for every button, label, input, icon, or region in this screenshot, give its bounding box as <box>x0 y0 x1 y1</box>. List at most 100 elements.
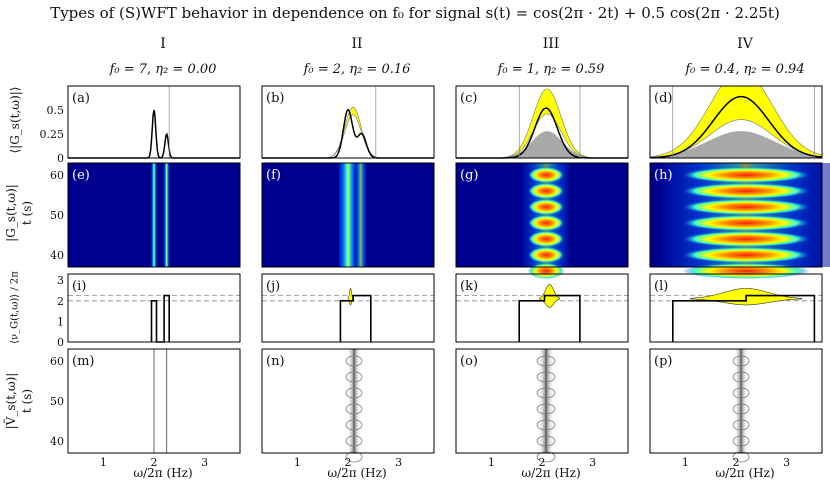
row2-frame-col3 <box>455 162 629 268</box>
row4-wave-col4-1 <box>732 371 750 383</box>
heatmap-blob-col3-0 <box>528 167 565 183</box>
panel-label-e: (e) <box>72 168 90 183</box>
row4-wave-col2-6 <box>345 451 363 463</box>
heatmap-blob-col4-0 <box>682 167 811 183</box>
xlabel-col2: ω/2π (Hz) <box>327 466 387 480</box>
panel-label-h: (h) <box>654 168 673 183</box>
xtick-col4-0: 1 <box>682 456 689 469</box>
column-params-ii: f₀ = 2, η₂ = 0.16 <box>303 62 411 77</box>
row4-band-col3 <box>538 349 555 453</box>
xlabel-col4: ω/2π (Hz) <box>715 466 775 480</box>
row1-yellow-band-col3 <box>456 88 628 159</box>
heatmap-blob-col3-5 <box>528 247 565 263</box>
panel-label-f: (f) <box>266 168 281 183</box>
row3-step-col2 <box>339 294 372 342</box>
row4-wave-col4-0 <box>732 355 750 367</box>
row3-ytick-0: 3 <box>57 274 64 287</box>
heatmap-blob-col4-5 <box>682 247 811 263</box>
xtick-col2-2: 3 <box>395 456 402 469</box>
row1-ytick-2: 0 <box>57 152 64 165</box>
panel-label-p: (p) <box>654 354 672 369</box>
heatmap-blob-col4-1 <box>682 183 811 199</box>
xtick-col2-0: 1 <box>294 456 301 469</box>
panel-label-a: (a) <box>72 91 90 106</box>
row4-wave-col3-5 <box>536 435 556 447</box>
row4-wave-col2-1 <box>345 371 363 383</box>
row4-wave-col4-5 <box>732 435 750 447</box>
panel-label-o: (o) <box>460 354 478 369</box>
row1-frame-col1 <box>67 85 241 159</box>
heatmap-blob-col3-1 <box>528 183 565 199</box>
row3-step-col4 <box>672 294 816 342</box>
heatmap-blob-col4-4 <box>682 231 811 247</box>
column-params-iii: f₀ = 1, η₂ = 0.59 <box>497 62 605 77</box>
row3-step-col1 <box>150 294 170 343</box>
row4-band-col4 <box>734 349 749 453</box>
row4-wave-col2-4 <box>345 419 363 431</box>
heatmap-band-col2-a <box>338 163 358 267</box>
heatmap-band-col1-1 <box>163 163 170 267</box>
row4-ytick-2: 40 <box>50 435 64 448</box>
row3-ytick-1: 2 <box>57 295 64 308</box>
row4-frame-col4 <box>649 348 823 454</box>
row4-wave-col4-3 <box>732 403 750 415</box>
row2-ytick-2: 40 <box>50 249 64 262</box>
row4-wave-col3-3 <box>536 403 556 415</box>
heatmap-band-col1-0 <box>151 163 157 267</box>
heatmap-blob-col4-6 <box>682 263 811 279</box>
row1-frame-col4 <box>649 85 823 159</box>
row1-yellow-band-col2 <box>262 107 434 159</box>
row4-wave-col2-5 <box>345 435 363 447</box>
row1-gray-area-col4 <box>650 131 822 158</box>
panel-label-m: (m) <box>72 354 94 369</box>
row4-wave-col3-6 <box>536 451 556 463</box>
row4-ytick-0: 60 <box>50 355 64 368</box>
xtick-col3-2: 3 <box>589 456 596 469</box>
row3-step-col3 <box>518 294 581 342</box>
row3-frame-col4 <box>649 273 823 343</box>
column-header-iv: IV <box>737 36 753 52</box>
panel-label-k: (k) <box>460 279 478 294</box>
xtick-col1-0: 1 <box>100 456 107 469</box>
row4-ytick-1: 50 <box>50 395 64 408</box>
xtick-col2-1: 2 <box>345 456 352 469</box>
row4-wave-col2-2 <box>345 387 363 399</box>
row3-frame-col1 <box>67 273 241 343</box>
row1-ytick-1: 0.25 <box>40 128 65 141</box>
row2-frame-col4 <box>649 162 823 268</box>
row4-wave-col4-6 <box>732 451 750 463</box>
row2-frame-col1 <box>67 162 241 268</box>
row1-frame-col3 <box>455 85 629 159</box>
heatmap-blob-col3-2 <box>528 199 565 215</box>
row4-wave-col4-2 <box>732 387 750 399</box>
row1-frame-col2 <box>261 85 435 159</box>
panel-label-i: (i) <box>72 279 86 294</box>
row4-wave-col3-4 <box>536 419 556 431</box>
row4-frame-col3 <box>455 348 629 454</box>
row4-wave-col3-2 <box>536 387 556 399</box>
panel-label-n: (n) <box>266 354 285 369</box>
panel-label-g: (g) <box>460 168 478 183</box>
row1-gray-area-col3 <box>456 131 628 158</box>
row2-ytick-0: 60 <box>50 169 64 182</box>
panel-label-j: (j) <box>266 279 280 294</box>
panel-label-b: (b) <box>266 91 284 106</box>
xtick-col1-2: 3 <box>201 456 208 469</box>
row3-ytick-2: 1 <box>57 315 64 328</box>
row1-ytick-0: 0.5 <box>47 104 65 117</box>
heatmap-band-col2-b <box>354 163 367 267</box>
heatmap-blob-col3-6 <box>528 263 565 279</box>
column-params-iv: f₀ = 0.4, η₂ = 0.94 <box>685 62 805 77</box>
xlabel-col1: ω/2π (Hz) <box>133 466 193 480</box>
heatmap-blob-col4-2 <box>682 199 811 215</box>
panel-label-l: (l) <box>654 279 668 294</box>
xtick-col4-1: 2 <box>733 456 740 469</box>
panel-label-d: (d) <box>654 91 672 106</box>
row4-wave-col3-1 <box>536 371 556 383</box>
row3-frame-col2 <box>261 273 435 343</box>
row4-wave-col2-3 <box>345 403 363 415</box>
xtick-col3-0: 1 <box>488 456 495 469</box>
column-header-iii: III <box>542 36 560 52</box>
row4-frame-col1 <box>67 348 241 454</box>
row3-ytick-3: 0 <box>57 336 64 349</box>
